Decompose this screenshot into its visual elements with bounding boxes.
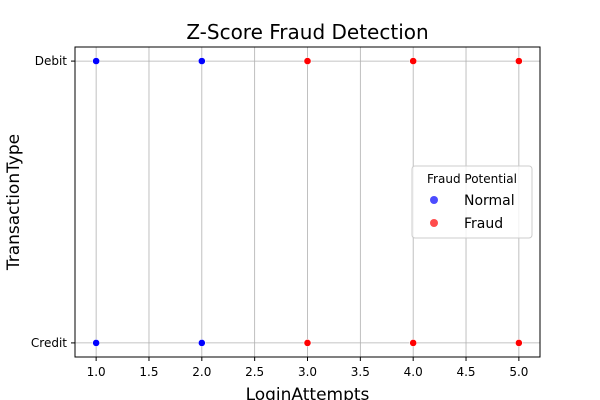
legend-box	[411, 165, 533, 239]
y-axis-label: TransactionType	[4, 134, 24, 271]
x-tick-label: 4.5	[456, 365, 475, 379]
data-point-normal	[197, 57, 206, 65]
x-tick-label: 1.5	[139, 365, 158, 379]
legend-marker-normal	[430, 196, 438, 204]
data-point-fraud	[303, 57, 312, 65]
data-point-normal	[92, 339, 101, 347]
data-point-fraud	[514, 339, 523, 347]
x-axis-label: LoginAttempts	[246, 385, 370, 400]
data-point-fraud	[409, 339, 418, 347]
data-point-fraud	[303, 339, 312, 347]
data-point-normal	[197, 339, 206, 347]
x-tick-label: 3.5	[351, 365, 370, 379]
x-tick-label: 5.0	[509, 365, 528, 379]
legend-title: Fraud Potential	[427, 172, 517, 186]
chart-title: Z-Score Fraud Detection	[186, 20, 428, 44]
y-tick-label: Credit	[31, 336, 67, 350]
x-tick-label: 1.0	[87, 365, 106, 379]
legend-entries: Normal Fraud	[430, 193, 515, 232]
x-tick-label: 2.5	[245, 365, 264, 379]
data-point-fraud	[514, 57, 523, 65]
ticks-layer: 1.0 1.5 2.0 2.5 3.0 3.5 4.0 4.5 5.0 Credit Debit	[31, 54, 529, 379]
legend-label-normal: Normal	[464, 193, 515, 209]
data-point-normal	[92, 57, 101, 65]
x-tick-label: 4.0	[404, 365, 423, 379]
x-tick-label: 2.0	[192, 365, 211, 379]
points-layer	[92, 57, 523, 347]
legend-label-fraud: Fraud	[464, 216, 503, 232]
data-point-fraud	[409, 57, 418, 65]
legend: Fraud Potential Normal Fraud	[411, 165, 533, 239]
x-tick-label: 3.0	[298, 365, 317, 379]
legend-marker-fraud	[430, 219, 438, 227]
y-tick-label: Debit	[35, 54, 68, 68]
